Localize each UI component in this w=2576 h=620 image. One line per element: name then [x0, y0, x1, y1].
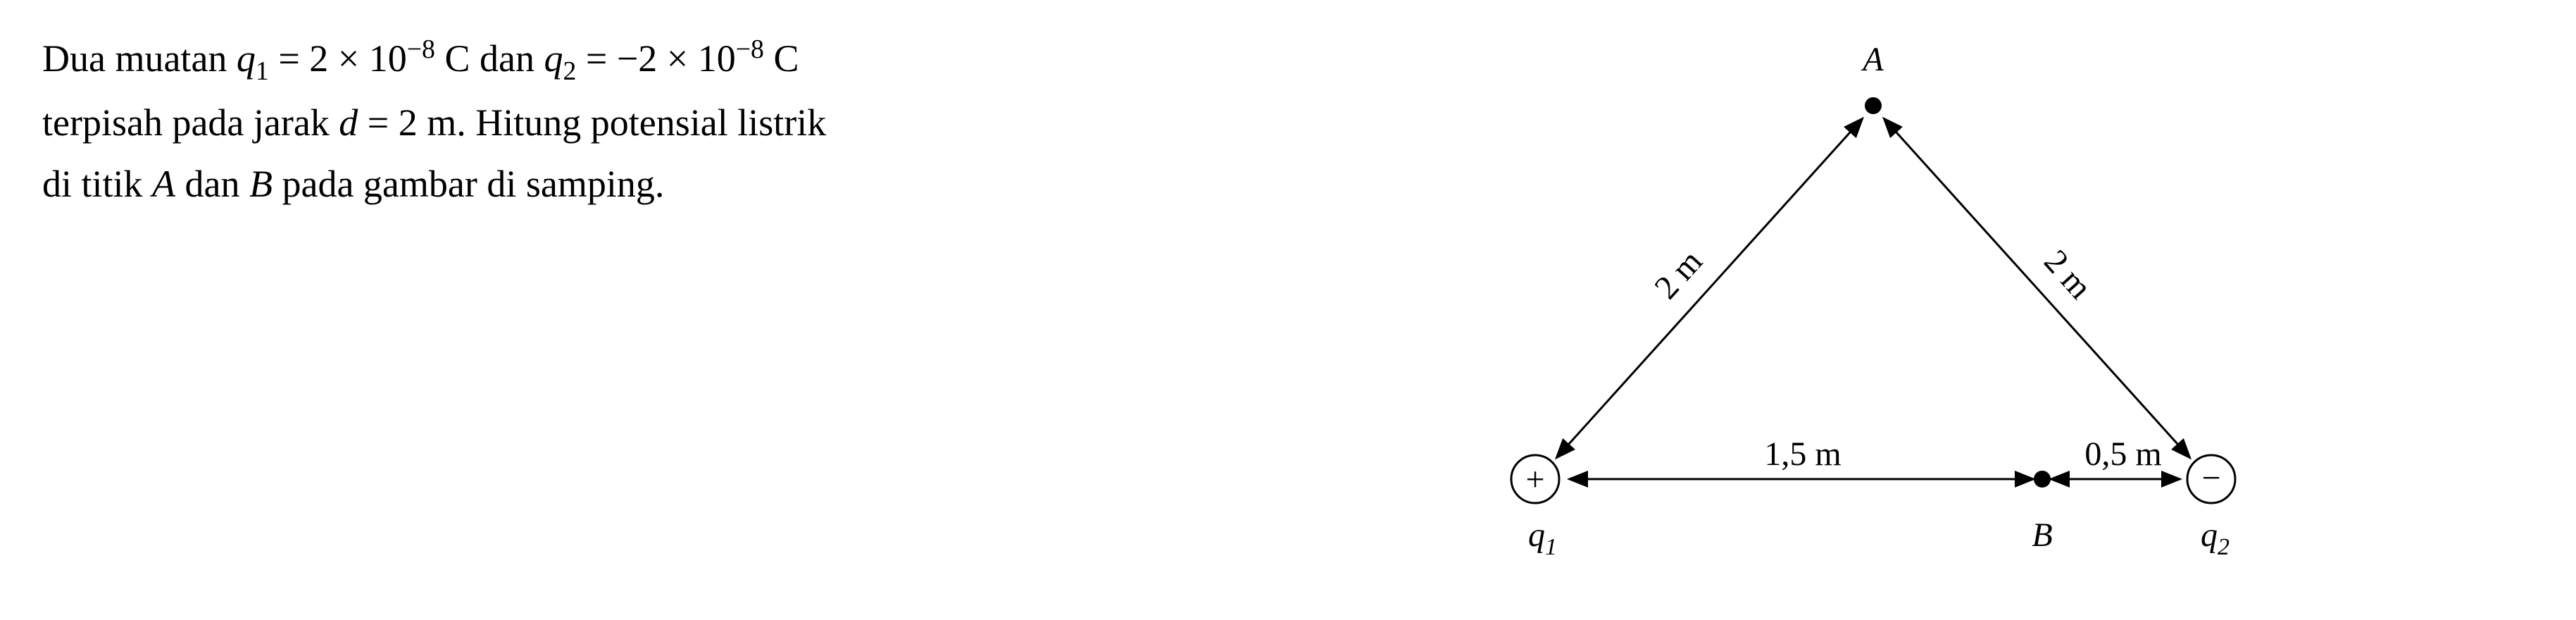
triangle-diagram: A 2 m 2 m 1,5 m 0,5 m + − q1 B q2	[1451, 28, 2296, 592]
text-segment: = −2 × 10	[576, 37, 735, 80]
point-A-dot	[1865, 97, 1882, 114]
variable-q2: q	[544, 37, 563, 80]
exponent-1: −8	[407, 35, 435, 64]
point-B-dot	[2034, 471, 2051, 488]
text-segment: Dua muatan	[42, 37, 237, 80]
subscript-1: 1	[256, 56, 269, 86]
diagram-svg: A 2 m 2 m 1,5 m 0,5 m + − q1 B q2	[1451, 28, 2296, 592]
label-left-side: 2 m	[1647, 243, 1709, 306]
label-B: B	[2032, 516, 2052, 554]
exponent-2: −8	[736, 35, 764, 64]
label-bottom-right: 0,5 m	[2084, 435, 2161, 473]
text-segment: terpisah pada jarak	[42, 101, 339, 144]
text-segment: dan	[175, 163, 249, 205]
charge-q1-sign: +	[1525, 461, 1544, 498]
edge-left	[1556, 118, 1863, 458]
text-segment: = 2 m. Hitung potensial listrik	[358, 101, 826, 144]
variable-B: B	[249, 163, 273, 205]
label-right-side: 2 m	[2037, 243, 2099, 306]
variable-A: A	[152, 163, 175, 205]
label-q2: q2	[2201, 516, 2230, 560]
label-A: A	[1861, 41, 1884, 78]
text-segment: = 2 × 10	[269, 37, 407, 80]
variable-q1: q	[237, 37, 256, 80]
text-segment: di titik	[42, 163, 152, 205]
label-q1: q1	[1528, 516, 1557, 560]
text-segment: C dan	[435, 37, 544, 80]
charge-q2-sign: −	[2201, 459, 2220, 497]
problem-text: Dua muatan q1 = 2 × 10−8 C dan q2 = −2 ×…	[42, 28, 1380, 214]
text-segment: pada gambar di samping.	[273, 163, 664, 205]
edge-right	[1884, 118, 2190, 458]
text-segment: C	[764, 37, 799, 80]
label-bottom-left: 1,5 m	[1764, 435, 1841, 473]
variable-d: d	[339, 101, 358, 144]
subscript-2: 2	[563, 56, 576, 86]
